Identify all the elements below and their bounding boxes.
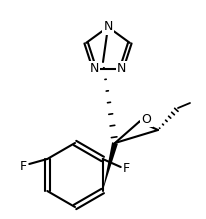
Text: F: F xyxy=(123,162,130,175)
Text: O: O xyxy=(141,113,151,126)
Text: N: N xyxy=(103,21,112,34)
Text: N: N xyxy=(116,62,126,75)
Polygon shape xyxy=(102,142,117,191)
Text: F: F xyxy=(20,159,27,173)
Text: N: N xyxy=(89,62,99,75)
